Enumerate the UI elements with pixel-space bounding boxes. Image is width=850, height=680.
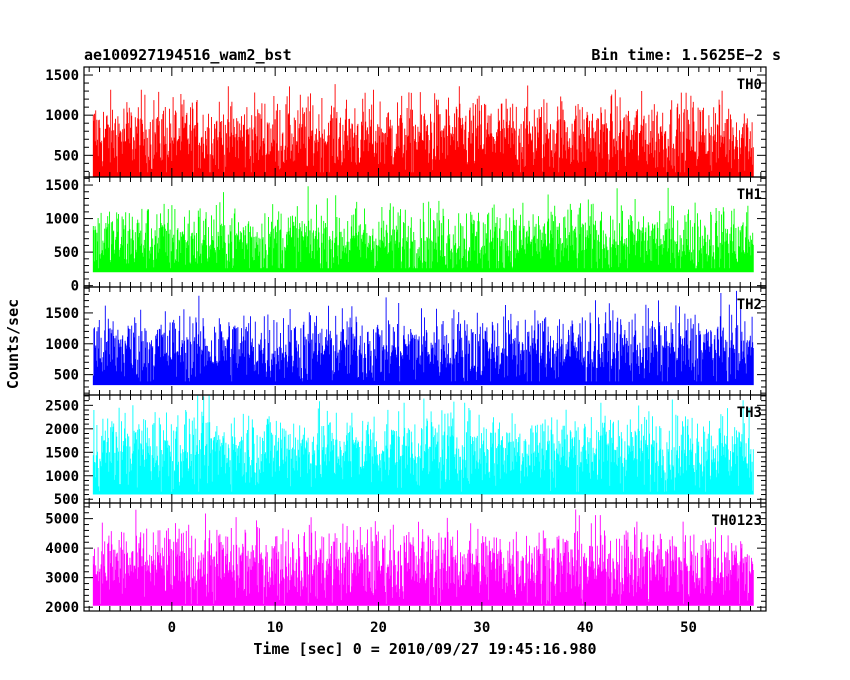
panel-label-th0: TH0: [737, 77, 762, 93]
panel-label-th3: TH3: [737, 405, 762, 421]
panel-label-th2: TH2: [737, 297, 762, 313]
y-tick-label: 2500: [45, 398, 79, 414]
panel-label-th1: TH1: [737, 187, 762, 203]
series-th3-lightcurve: [92, 395, 754, 495]
panel-th0: 500 1000 1500 TH0: [45, 66, 767, 178]
y-tick-label: 1000: [45, 108, 79, 124]
x-tick-label: 20: [370, 620, 387, 636]
x-axis-label: Time [sec] 0 = 2010/09/27 19:45:16.980: [253, 640, 596, 658]
y-tick-label: 1500: [45, 445, 79, 461]
y-tick-label: 1500: [45, 306, 79, 322]
y-tick-label: 500: [54, 368, 79, 384]
y-tick-label: 1000: [45, 469, 79, 485]
series-th0123-lightcurve: [92, 509, 754, 606]
y-tick-label: 0: [71, 279, 79, 295]
y-tick-label: 5000: [45, 512, 79, 528]
x-tick-label: 50: [680, 620, 697, 636]
x-tick-label: 10: [267, 620, 284, 636]
bin-time-label: Bin time: 1.5625E−2 s: [591, 46, 781, 64]
panel-th0123: 2000 3000 4000 5000 TH0123: [45, 502, 767, 616]
x-tick-label: 30: [473, 620, 490, 636]
y-axis-label: Counts/sec: [4, 299, 22, 389]
y-tick-label: 500: [54, 148, 79, 164]
y-tick-label: 2000: [45, 600, 79, 616]
y-tick-label: 3000: [45, 571, 79, 587]
y-tick-label: 500: [54, 492, 79, 508]
series-th1-lightcurve: [92, 186, 754, 273]
y-tick-label: 2000: [45, 422, 79, 438]
chart-title: ae100927194516_wam2_bst: [84, 46, 292, 64]
panel-th1: 0 500 1000 1500 TH1: [45, 176, 767, 295]
y-tick-label: 500: [54, 245, 79, 261]
panel-th3: 500 1000 1500 2000 2500 TH3: [45, 394, 767, 508]
panels: 500 1000 1500 TH0 0 500 1000 1500 TH1 500 1000 1500…: [45, 66, 767, 616]
y-tick-label: 1000: [45, 212, 79, 228]
panel-frame: [83, 502, 767, 612]
x-tick-label: 0: [168, 620, 176, 636]
series-th2-lightcurve: [92, 290, 754, 386]
y-tick-label: 4000: [45, 541, 79, 557]
x-axis: 0 10 20 30 40 50: [168, 620, 697, 636]
panel-label-th0123: TH0123: [711, 513, 762, 529]
y-tick-label: 1000: [45, 337, 79, 353]
x-tick-label: 40: [577, 620, 594, 636]
panel-th2: 500 1000 1500 TH2: [45, 286, 767, 396]
y-tick-label: 1500: [45, 178, 79, 194]
y-tick-label: 1500: [45, 68, 79, 84]
series-th0-lightcurve: [92, 84, 754, 177]
